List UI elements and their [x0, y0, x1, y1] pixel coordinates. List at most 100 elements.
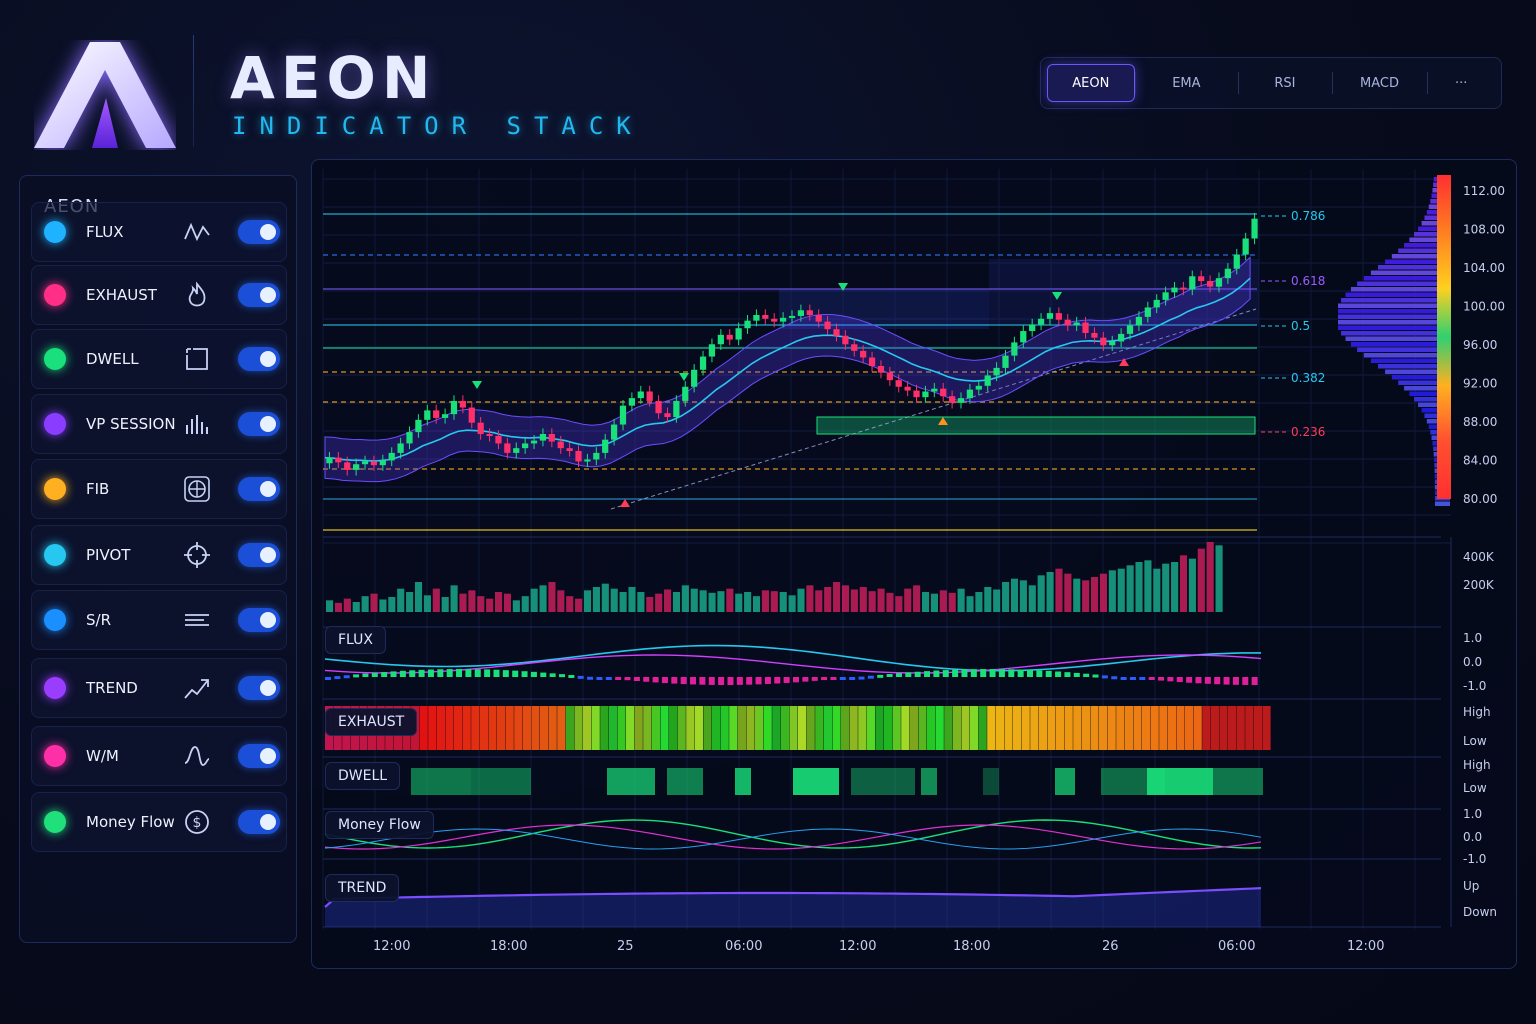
flux-histogram-bar — [371, 672, 378, 677]
fib-toggle[interactable] — [238, 477, 280, 501]
indicator-color-dot — [44, 284, 66, 306]
exhaust-heat-cell — [1159, 706, 1168, 750]
tab-rsi[interactable]: RSI — [1238, 64, 1332, 102]
exhaust-heat-cell — [651, 706, 660, 750]
candle — [584, 459, 591, 462]
flux-histogram-bar — [1111, 676, 1118, 680]
flux-histogram-bar — [530, 671, 537, 677]
sidebar-item-flux[interactable]: FLUX — [31, 202, 287, 262]
sidebar-item-w-m[interactable]: W/M — [31, 726, 287, 786]
exhaust-heat-cell — [1133, 706, 1142, 750]
sidebar-item-label: Money Flow — [86, 813, 175, 831]
tab-aeon[interactable]: AEON — [1047, 64, 1135, 102]
candle — [637, 391, 644, 399]
w-m-toggle[interactable] — [238, 744, 280, 768]
indicator-color-dot — [44, 413, 66, 435]
candle — [691, 369, 698, 387]
exhaust-heat-cell — [617, 706, 626, 750]
indicator-color-dot — [44, 609, 66, 631]
chart-canvas[interactable]: 0.786 0.618 0.5 0.382 0.236 112.00 108.00 104.0… — [311, 159, 1517, 969]
exhaust-heat-cell — [505, 706, 514, 750]
dwell-block — [1213, 768, 1263, 795]
fib-level-label: 0.5 — [1291, 319, 1310, 333]
flux-histogram-bar — [821, 677, 828, 681]
exhaust-heat-cell — [866, 706, 875, 750]
sidebar-item-label: FIB — [86, 480, 110, 498]
trend-toggle[interactable] — [238, 676, 280, 700]
volume-profile-heat-bar — [1437, 175, 1451, 499]
exhaust-axis-low: Low — [1463, 734, 1487, 748]
candle — [1091, 332, 1098, 338]
fib-icon — [184, 476, 210, 502]
exhaust-heat-cell — [419, 706, 428, 750]
dollar-icon: $ — [185, 810, 209, 834]
indicator-color-dot — [44, 478, 66, 500]
flux-toggle[interactable] — [238, 220, 280, 244]
candle — [753, 315, 760, 321]
exhaust-heat-cell — [497, 706, 506, 750]
wave-icon — [184, 222, 210, 242]
tab-macd[interactable]: MACD — [1331, 64, 1428, 102]
tab-more[interactable]: ··· — [1427, 64, 1495, 102]
time-tick: 18:00 — [953, 939, 991, 954]
flux-histogram-bar — [512, 670, 519, 677]
sidebar-item-s-r[interactable]: S/R — [31, 590, 287, 650]
volume-bar — [1162, 563, 1170, 612]
candle — [886, 372, 893, 381]
time-tick: 12:00 — [373, 939, 411, 954]
flux-histogram-bar — [549, 673, 556, 677]
exhaust-heat-cell — [987, 706, 996, 750]
sidebar-item-vp-session[interactable]: VP SESSION — [31, 394, 287, 454]
exhaust-heat-cell — [514, 706, 523, 750]
exhaust-heat-cell — [626, 706, 635, 750]
candle — [646, 391, 653, 401]
sidebar-item-pivot[interactable]: PIVOT — [31, 525, 287, 585]
sidebar-item-fib[interactable]: FIB — [31, 459, 287, 519]
flux-histogram-bar — [952, 669, 959, 677]
wm-wave-icon — [184, 746, 210, 766]
volume-bar — [575, 598, 583, 612]
volume-bar — [477, 596, 485, 612]
exhaust-heat-cell — [729, 706, 738, 750]
exhaust-toggle[interactable] — [238, 283, 280, 307]
sidebar-item-dwell[interactable]: DWELL — [31, 329, 287, 389]
exhaust-heat-cell — [755, 706, 764, 750]
dwell-block — [411, 768, 471, 795]
volume-bar — [913, 585, 921, 612]
exhaust-heat-cell — [660, 706, 669, 750]
volume-bar — [1153, 568, 1161, 612]
flux-histogram-bar — [849, 677, 856, 680]
sidebar-item-exhaust[interactable]: EXHAUST — [31, 265, 287, 325]
candle — [433, 410, 440, 418]
price-axis-label: 92.00 — [1463, 377, 1497, 391]
candle — [370, 461, 378, 466]
candle — [513, 448, 520, 453]
time-tick: 06:00 — [725, 939, 763, 954]
candle — [735, 328, 742, 340]
sidebar-item-money-flow[interactable]: Money Flow $ — [31, 792, 287, 852]
tab-ema[interactable]: EMA — [1134, 64, 1239, 102]
volume-bar — [548, 582, 556, 612]
s-r-toggle[interactable] — [238, 608, 280, 632]
volume-bar — [1197, 548, 1205, 612]
volume-bar — [539, 585, 547, 612]
sidebar-item-trend[interactable]: TREND — [31, 658, 287, 718]
pivot-toggle[interactable] — [238, 543, 280, 567]
dwell-toggle[interactable] — [238, 347, 280, 371]
volume-profile-bar — [1378, 265, 1450, 270]
flux-axis-mid: 0.0 — [1463, 655, 1483, 669]
exhaust-heat-cell — [462, 706, 471, 750]
flux-histogram-bar — [596, 677, 603, 680]
candle — [468, 407, 475, 423]
flame-icon — [188, 281, 206, 307]
flux-panel-label: FLUX — [325, 626, 386, 654]
candle — [824, 321, 831, 330]
exhaust-heat-cell — [1193, 706, 1202, 750]
vp-session-toggle[interactable] — [238, 412, 280, 436]
candle — [504, 443, 511, 453]
volume-bar — [370, 593, 378, 612]
flux-histogram-bar — [446, 669, 453, 677]
exhaust-heat-cell — [694, 706, 703, 750]
exhaust-heat-cell — [583, 706, 592, 750]
money-flow-toggle[interactable] — [238, 810, 280, 834]
